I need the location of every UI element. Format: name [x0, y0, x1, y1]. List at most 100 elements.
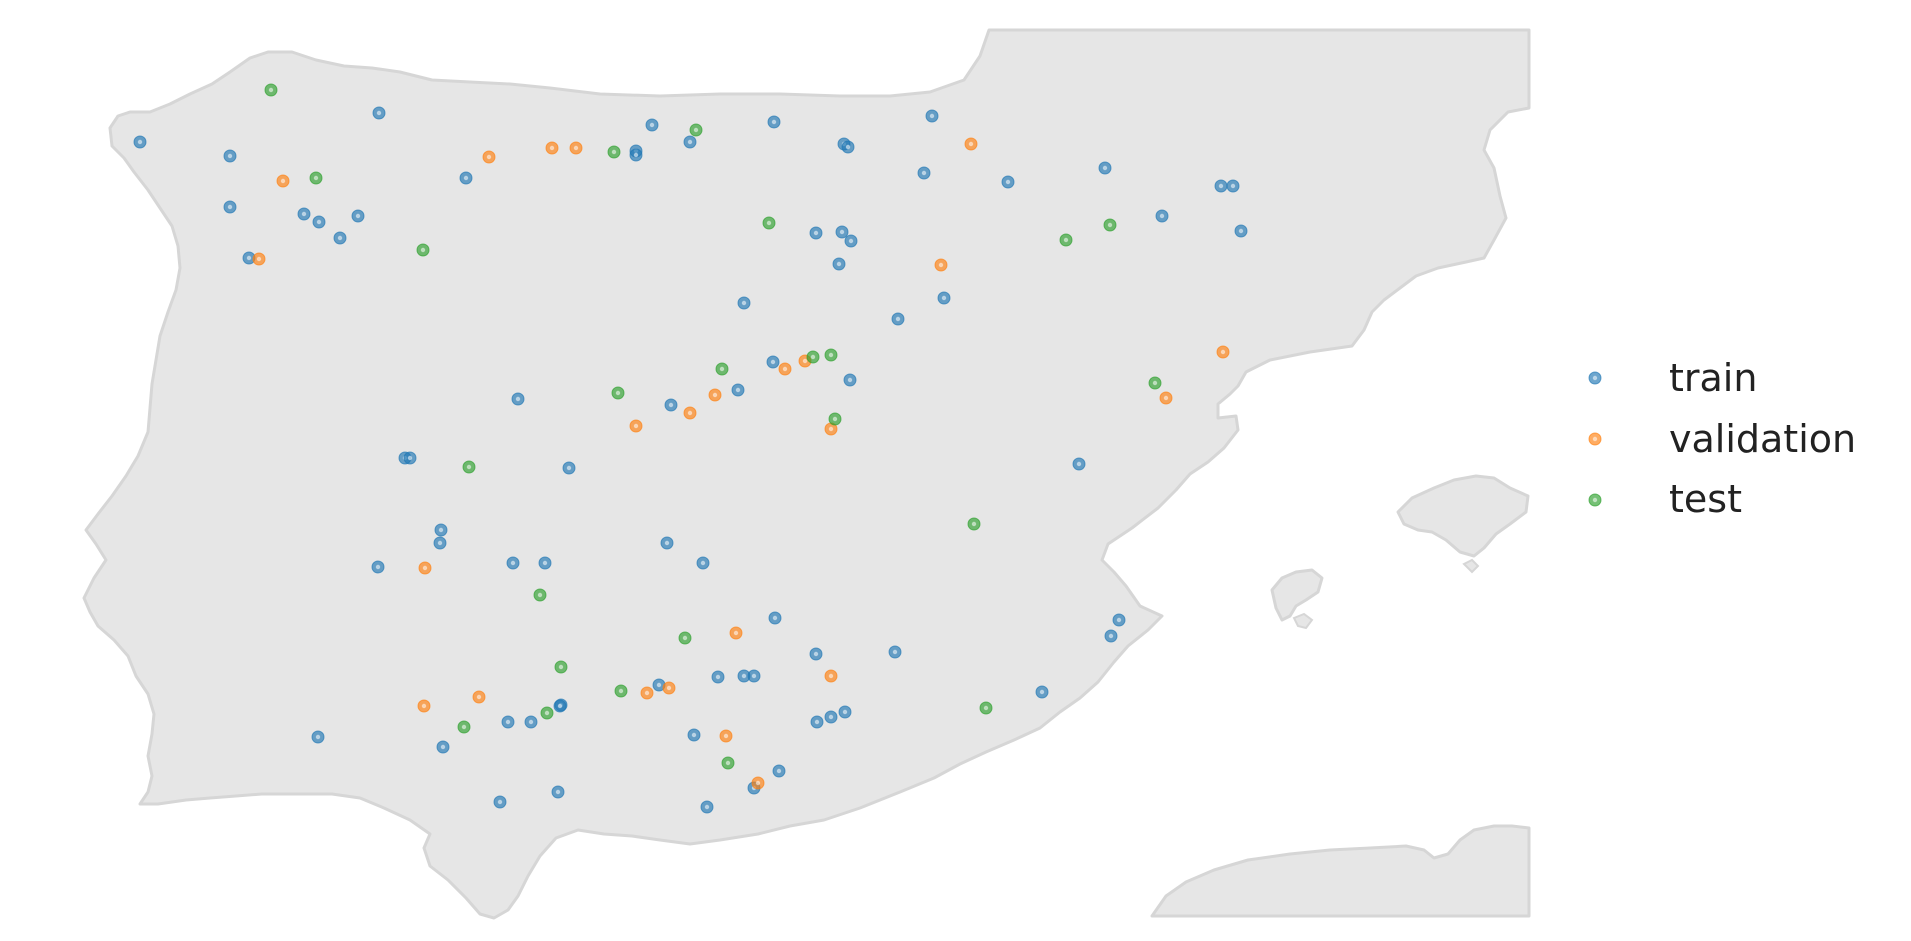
point-validation-2 — [482, 150, 496, 164]
ibiza-island — [1270, 568, 1324, 622]
point-train-59 — [311, 730, 325, 744]
legend-marker-center — [1592, 497, 1598, 503]
point-test-21 — [540, 706, 554, 720]
point-train-72 — [700, 800, 714, 814]
legend-marker-center — [1592, 375, 1598, 381]
point-train-49 — [1104, 629, 1118, 643]
point-train-60 — [501, 715, 515, 729]
point-train-46 — [696, 556, 710, 570]
point-train-0 — [133, 135, 147, 149]
point-train-52 — [888, 645, 902, 659]
legend-entry-train: train — [1588, 356, 1757, 400]
point-test-5 — [762, 216, 776, 230]
point-validation-5 — [964, 137, 978, 151]
point-test-1 — [309, 171, 323, 185]
point-test-19 — [614, 684, 628, 698]
point-train-71 — [493, 795, 507, 809]
map-background — [82, 28, 1531, 920]
point-validation-21 — [417, 699, 431, 713]
point-validation-10 — [778, 362, 792, 376]
point-train-70 — [551, 785, 565, 799]
point-train-44 — [506, 556, 520, 570]
point-test-10 — [806, 350, 820, 364]
legend-entry-validation: validation — [1588, 417, 1856, 461]
point-train-55 — [711, 670, 725, 684]
point-train-28 — [832, 257, 846, 271]
mallorca-island — [1396, 474, 1530, 558]
point-train-64 — [687, 728, 701, 742]
point-validation-11 — [708, 388, 722, 402]
point-train-63 — [436, 740, 450, 754]
point-test-8 — [715, 362, 729, 376]
point-train-61 — [524, 715, 538, 729]
point-train-18 — [917, 166, 931, 180]
point-train-40 — [1072, 457, 1086, 471]
legend-label-train: train — [1669, 356, 1757, 400]
point-train-34 — [731, 383, 745, 397]
point-train-31 — [937, 291, 951, 305]
point-validation-7 — [1216, 345, 1230, 359]
station-markers — [133, 83, 1248, 814]
point-train-17 — [925, 109, 939, 123]
legend-entry-test: test — [1588, 477, 1742, 521]
iberia-landmass — [82, 28, 1531, 920]
point-test-13 — [462, 460, 476, 474]
cabrera-islet — [1462, 558, 1480, 574]
point-train-8 — [372, 106, 386, 120]
point-train-1 — [223, 149, 237, 163]
point-train-24 — [1234, 224, 1248, 238]
point-test-7 — [1103, 218, 1117, 232]
point-test-18 — [554, 660, 568, 674]
point-train-9 — [459, 171, 473, 185]
point-validation-20 — [472, 690, 486, 704]
point-test-4 — [416, 243, 430, 257]
point-train-12 — [629, 148, 643, 162]
point-test-14 — [1148, 376, 1162, 390]
point-validation-8 — [1159, 391, 1173, 405]
point-validation-6 — [934, 258, 948, 272]
point-validation-19 — [640, 686, 654, 700]
point-test-20 — [979, 701, 993, 715]
point-train-10 — [645, 118, 659, 132]
point-train-29 — [737, 296, 751, 310]
point-train-65 — [810, 715, 824, 729]
point-train-42 — [433, 536, 447, 550]
point-validation-23 — [751, 776, 765, 790]
point-train-14 — [767, 115, 781, 129]
point-train-35 — [664, 398, 678, 412]
point-train-47 — [660, 536, 674, 550]
point-train-32 — [766, 355, 780, 369]
point-test-12 — [828, 412, 842, 426]
point-test-6 — [1059, 233, 1073, 247]
point-train-6 — [351, 209, 365, 223]
point-validation-16 — [729, 626, 743, 640]
point-test-2 — [689, 123, 703, 137]
point-train-5 — [333, 231, 347, 245]
point-train-21 — [1155, 209, 1169, 223]
point-train-41 — [434, 523, 448, 537]
point-train-36 — [511, 392, 525, 406]
point-validation-15 — [418, 561, 432, 575]
legend-label-test: test — [1669, 477, 1742, 521]
point-train-23 — [1226, 179, 1240, 193]
north-africa-landmass — [1150, 824, 1531, 918]
point-train-56 — [747, 669, 761, 683]
point-test-0 — [264, 83, 278, 97]
point-train-16 — [841, 140, 855, 154]
point-validation-0 — [276, 174, 290, 188]
point-train-20 — [1098, 161, 1112, 175]
point-train-13 — [683, 135, 697, 149]
legend-marker-center — [1592, 436, 1598, 442]
point-train-68 — [772, 764, 786, 778]
point-train-3 — [297, 207, 311, 221]
point-test-3 — [607, 145, 621, 159]
point-validation-12 — [683, 406, 697, 420]
point-validation-1 — [252, 252, 266, 266]
point-test-17 — [678, 631, 692, 645]
point-train-19 — [1001, 175, 1015, 189]
point-train-67 — [838, 705, 852, 719]
point-train-50 — [768, 611, 782, 625]
point-test-15 — [967, 517, 981, 531]
point-train-26 — [835, 225, 849, 239]
